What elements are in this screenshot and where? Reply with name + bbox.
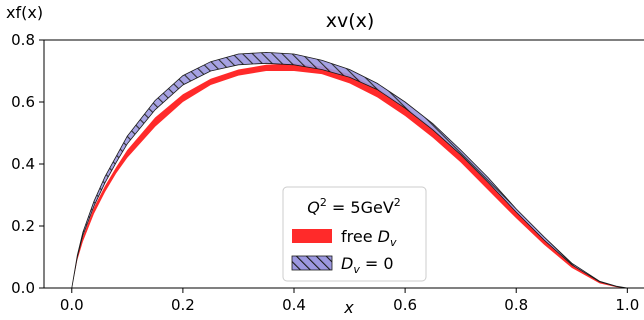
y-axis-label: xf(x) — [6, 3, 43, 22]
legend-title: Q2 = 5GeV2 — [307, 196, 401, 217]
x-axis-label: x — [343, 298, 354, 317]
legend-swatch-free — [292, 229, 332, 243]
x-tick-label: 0.2 — [171, 296, 195, 314]
band-dv-zero — [71, 51, 628, 288]
band-free-dv — [71, 63, 628, 288]
x-tick-label: 0.6 — [393, 296, 417, 314]
y-tick-label: 0.4 — [11, 155, 35, 173]
chart-title: xv(x) — [326, 10, 375, 32]
legend-label-free: free Dv — [341, 227, 397, 249]
y-tick-label: 0.2 — [11, 217, 35, 235]
bands — [71, 51, 628, 288]
y-tick-label: 0.0 — [11, 279, 35, 297]
x-tick-label: 1.0 — [615, 296, 639, 314]
x-tick-label: 0.0 — [60, 296, 84, 314]
legend-label-dv0: Dv = 0 — [341, 254, 394, 276]
x-tick-label: 0.8 — [504, 296, 528, 314]
y-ticks: 0.0 0.2 0.4 0.6 0.8 — [11, 31, 44, 297]
x-ticks: 0.0 0.2 0.4 0.6 0.8 1.0 — [60, 288, 639, 314]
legend-swatch-dv0 — [291, 255, 333, 271]
legend: Q2 = 5GeV2 free Dv Dv = 0 — [282, 186, 427, 282]
y-tick-label: 0.8 — [11, 31, 35, 49]
y-tick-label: 0.6 — [11, 93, 35, 111]
x-tick-label: 0.4 — [282, 296, 306, 314]
